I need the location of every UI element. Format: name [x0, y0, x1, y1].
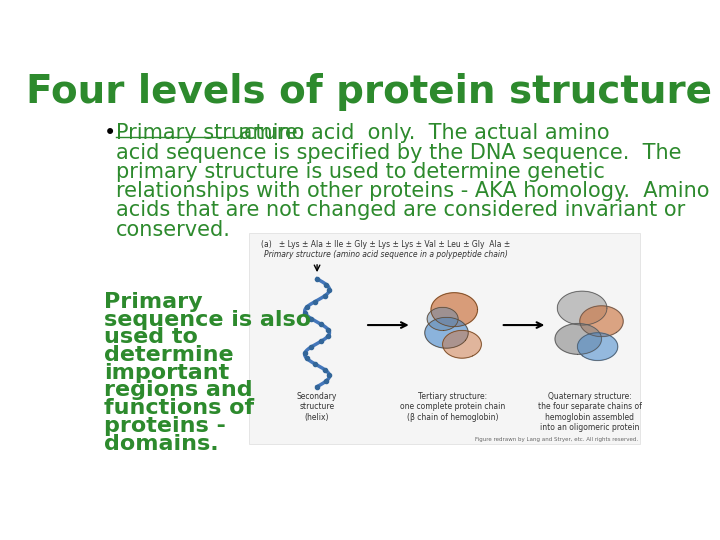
Polygon shape	[425, 318, 468, 348]
Text: sequence is also: sequence is also	[104, 309, 311, 329]
Text: primary structure is used to determine genetic: primary structure is used to determine g…	[117, 162, 606, 182]
Text: functions of: functions of	[104, 398, 254, 418]
Text: •: •	[104, 123, 116, 143]
Polygon shape	[443, 330, 482, 358]
Text: Tertiary structure:
one complete protein chain
(β chain of hemoglobin): Tertiary structure: one complete protein…	[400, 392, 505, 422]
Text: domains.: domains.	[104, 434, 219, 454]
Polygon shape	[577, 333, 618, 361]
Polygon shape	[557, 291, 607, 325]
Text: Primary: Primary	[104, 292, 202, 312]
Text: (a)   ± Lys ± Ala ± Ile ± Gly ± Lys ± Lys ± Val ± Leu ± Gly  Ala ±: (a) ± Lys ± Ala ± Ile ± Gly ± Lys ± Lys …	[261, 240, 510, 249]
Polygon shape	[427, 307, 458, 330]
Polygon shape	[555, 323, 601, 354]
Text: important: important	[104, 363, 229, 383]
Text: Primary structure (amino acid sequence in a polypeptide chain): Primary structure (amino acid sequence i…	[264, 249, 508, 259]
Text: Primary structure:: Primary structure:	[117, 123, 305, 143]
Text: amino acid  only.  The actual amino: amino acid only. The actual amino	[233, 123, 610, 143]
Text: Secondary
structure
(helix): Secondary structure (helix)	[297, 392, 337, 422]
Text: Four levels of protein structure: Four levels of protein structure	[26, 73, 712, 111]
Text: determine: determine	[104, 345, 233, 365]
Polygon shape	[580, 306, 624, 336]
Text: Figure redrawn by Lang and Stryer, etc. All rights reserved.: Figure redrawn by Lang and Stryer, etc. …	[474, 437, 638, 442]
Polygon shape	[431, 293, 477, 327]
FancyBboxPatch shape	[249, 233, 640, 444]
Text: acid sequence is specified by the DNA sequence.  The: acid sequence is specified by the DNA se…	[117, 143, 682, 163]
Text: relationships with other proteins - AKA homology.  Amino: relationships with other proteins - AKA …	[117, 181, 710, 201]
Text: Quaternary structure:
the four separate chains of
hemoglobin assembled
into an o: Quaternary structure: the four separate …	[538, 392, 642, 432]
Text: used to: used to	[104, 327, 198, 347]
Text: regions and: regions and	[104, 381, 253, 401]
Text: conserved.: conserved.	[117, 220, 231, 240]
Text: proteins -: proteins -	[104, 416, 226, 436]
Text: acids that are not changed are considered invariant or: acids that are not changed are considere…	[117, 200, 685, 220]
